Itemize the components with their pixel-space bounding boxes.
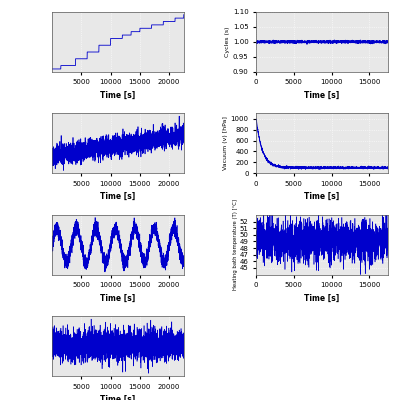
Y-axis label: Heating bath temperature (T) [°C]: Heating bath temperature (T) [°C] [233, 199, 238, 290]
Y-axis label: Vacuum (v) [hPa]: Vacuum (v) [hPa] [223, 116, 228, 170]
X-axis label: Time [s]: Time [s] [100, 91, 136, 100]
X-axis label: Time [s]: Time [s] [100, 294, 136, 303]
X-axis label: Time [s]: Time [s] [304, 192, 340, 201]
X-axis label: Time [s]: Time [s] [304, 91, 340, 100]
X-axis label: Time [s]: Time [s] [304, 294, 340, 303]
X-axis label: Time [s]: Time [s] [100, 192, 136, 201]
X-axis label: Time [s]: Time [s] [100, 395, 136, 400]
Y-axis label: Cycles (s): Cycles (s) [225, 26, 230, 57]
